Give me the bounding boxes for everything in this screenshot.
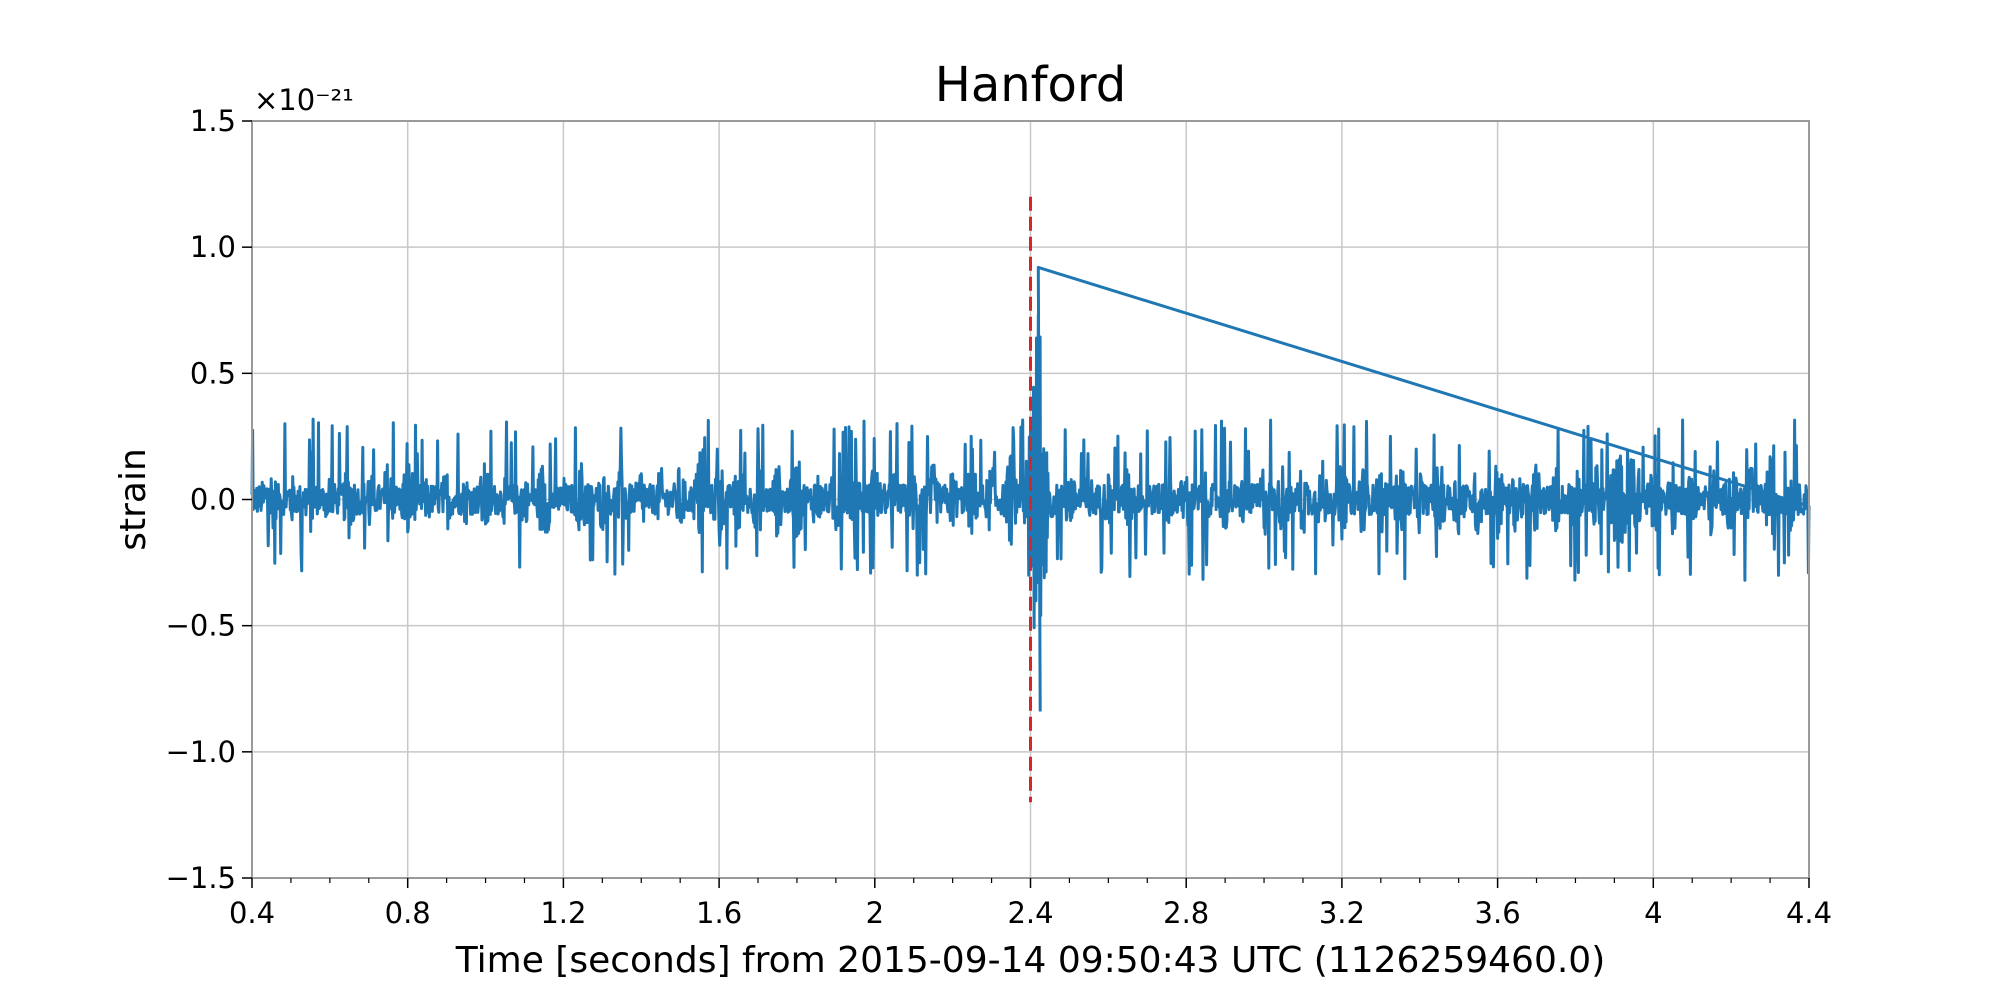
x-tick-label: 2.8 [1163,896,1209,930]
x-tick-label: 4.4 [1786,896,1832,930]
x-tick-label: 4 [1644,896,1662,930]
x-tick-label: 2 [866,896,884,930]
x-axis-label: Time [seconds] from 2015-09-14 09:50:43 … [455,940,1606,981]
y-tick-label: −1.5 [166,861,236,895]
y-tick-label: 0.5 [190,356,236,390]
x-tick-label: 1.6 [696,896,742,930]
y-axis-label: strain [113,448,154,551]
y-tick-label: −1.0 [166,735,236,769]
x-tick-labels: 0.4 0.8 1.2 1.6 2 2.4 2.8 3.2 3.6 4 4.4 [229,896,1832,930]
chart-title: Hanford [935,57,1127,113]
x-tick-label: 2.4 [1007,896,1053,930]
y-tick-label: 0.0 [190,483,236,517]
x-tick-label: 0.4 [229,896,275,930]
tick-marks [242,120,1810,888]
y-tick-label: 1.5 [190,104,236,138]
x-tick-label: 1.2 [540,896,586,930]
y-tick-label: −0.5 [166,609,236,643]
y-tick-label: 1.0 [190,230,236,264]
x-tick-label: 0.8 [385,896,431,930]
x-tick-label: 3.6 [1475,896,1521,930]
x-tick-label: 3.2 [1319,896,1365,930]
y-axis-offset-label: ×10⁻²¹ [254,83,354,117]
y-tick-labels: −1.5 −1.0 −0.5 0.0 0.5 1.0 1.5 [166,104,236,895]
